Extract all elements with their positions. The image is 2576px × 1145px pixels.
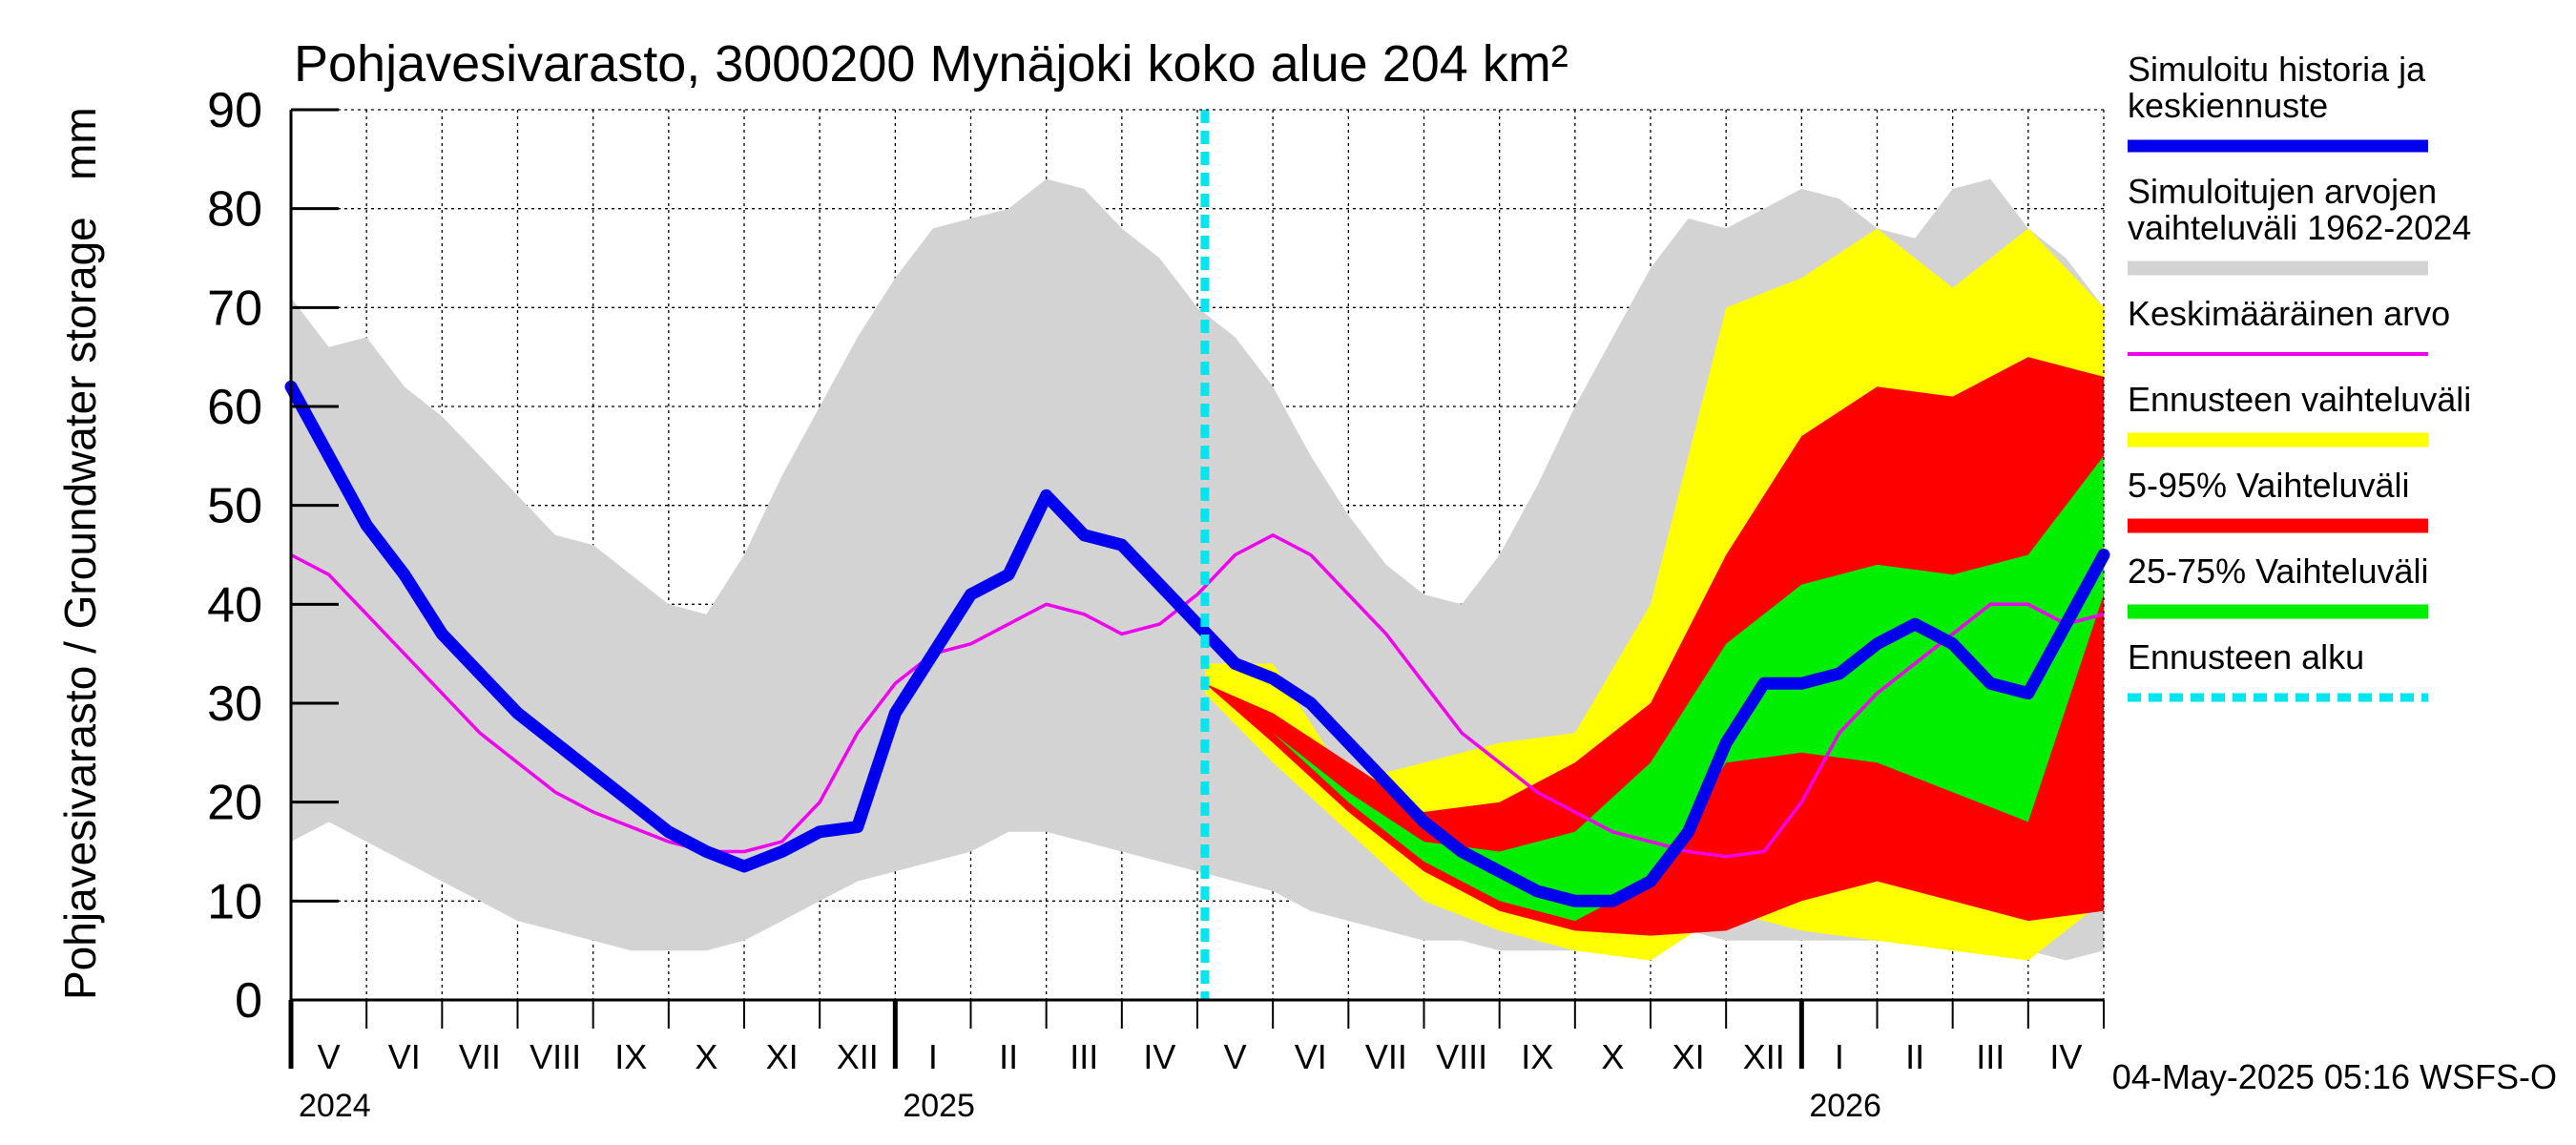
- month-label: XII: [837, 1037, 879, 1076]
- y-tick-label: 50: [207, 479, 262, 534]
- month-label: X: [695, 1037, 717, 1076]
- y-tick-label: 30: [207, 677, 262, 732]
- y-tick-label: 60: [207, 380, 262, 435]
- month-label: III: [1070, 1037, 1098, 1076]
- month-label: V: [1224, 1037, 1247, 1076]
- legend-label: Ennusteen alku: [2128, 637, 2364, 677]
- legend-label-line: Ennusteen vaihteluväli: [2128, 380, 2471, 419]
- legend-label-line: keskiennuste: [2128, 86, 2328, 125]
- y-tick-label: 90: [207, 83, 262, 138]
- year-label: 2024: [299, 1088, 371, 1124]
- legend-label-line: 5-95% Vaihteluväli: [2128, 466, 2410, 505]
- legend-label: 25-75% Vaihteluväli: [2128, 552, 2429, 591]
- month-label: VI: [1295, 1037, 1327, 1076]
- year-label: 2026: [1809, 1088, 1881, 1124]
- y-tick-label: 20: [207, 776, 262, 831]
- month-label: XI: [766, 1037, 799, 1076]
- month-label: IX: [614, 1037, 647, 1076]
- legend: Simuloitu historia ja keskiennusteSimuloi…: [2128, 50, 2471, 702]
- legend-label-line: 25-75% Vaihteluväli: [2128, 552, 2429, 591]
- y-axis-label: Pohjavesivarasto / Groundwater storage m…: [55, 107, 105, 1000]
- legend-label-line: Simuloitujen arvojen: [2128, 172, 2437, 211]
- y-tick-label: 80: [207, 182, 262, 238]
- month-label: VIII: [530, 1037, 581, 1076]
- legend-label: Keskimääräinen arvo: [2128, 294, 2450, 333]
- legend-label: Simuloitujen arvojen vaihteluväli 1962-20…: [2128, 172, 2471, 247]
- month-label: II: [1905, 1037, 1924, 1076]
- legend-label: Simuloitu historia ja keskiennuste: [2128, 50, 2426, 125]
- month-label: VIII: [1436, 1037, 1487, 1076]
- month-label: I: [928, 1037, 938, 1076]
- month-label: XII: [1743, 1037, 1785, 1076]
- chart-title: Pohjavesivarasto, 3000200 Mynäjoki koko …: [294, 35, 1568, 93]
- month-label: II: [999, 1037, 1018, 1076]
- month-label: XI: [1672, 1037, 1705, 1076]
- y-tick-label: 70: [207, 281, 262, 336]
- month-label: X: [1601, 1037, 1624, 1076]
- year-label: 2025: [903, 1088, 975, 1124]
- y-tick-label: 10: [207, 874, 262, 929]
- month-label: VII: [459, 1037, 501, 1076]
- month-label: I: [1835, 1037, 1844, 1076]
- legend-label-line: vaihteluväli 1962-2024: [2128, 208, 2471, 247]
- month-label: IX: [1521, 1037, 1553, 1076]
- forecast-25-75-band: [1204, 455, 2104, 922]
- mean-value-line: [290, 533, 2105, 859]
- series-layer: [284, 110, 2110, 1000]
- y-tick-label: 40: [207, 577, 262, 633]
- month-label: IV: [1143, 1037, 1175, 1076]
- legend-label-line: Simuloitu historia ja: [2128, 50, 2426, 89]
- legend-label: 5-95% Vaihteluväli: [2128, 466, 2410, 505]
- legend-label-line: Keskimääräinen arvo: [2128, 294, 2450, 333]
- month-label: VI: [388, 1037, 421, 1076]
- forecast-5-95-band: [1204, 357, 2104, 936]
- month-label: V: [318, 1037, 341, 1076]
- month-label: VII: [1365, 1037, 1407, 1076]
- month-label: IV: [2049, 1037, 2082, 1076]
- legend-label-line: Ennusteen alku: [2128, 637, 2364, 677]
- legend-label: Ennusteen vaihteluväli: [2128, 380, 2471, 419]
- timestamp: 04-May-2025 05:16 WSFS-O: [2112, 1057, 2557, 1096]
- y-tick-label: 0: [235, 973, 262, 1029]
- simulated-history-line: [284, 380, 2110, 907]
- month-label: III: [1976, 1037, 2005, 1076]
